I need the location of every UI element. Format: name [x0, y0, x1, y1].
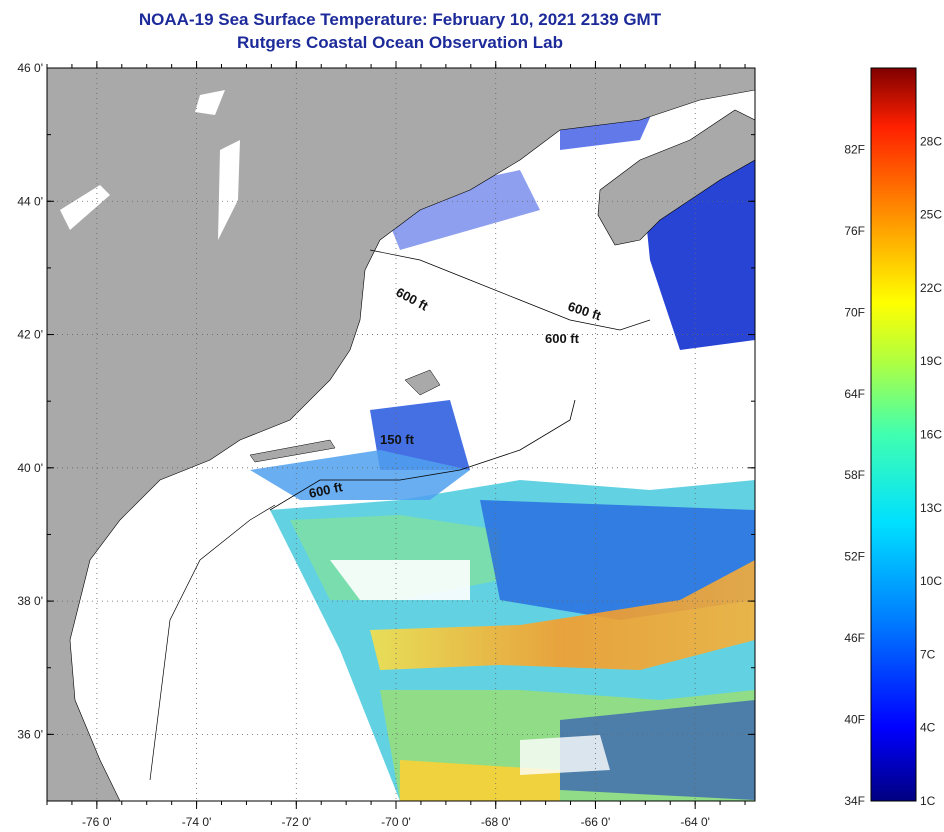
lake-ontario: [60, 185, 110, 230]
colorbar-f-label-2: 70F: [844, 305, 865, 319]
colorbar-c-label-7: 7C: [920, 647, 936, 661]
colorbar-c-label-0: 28C: [920, 134, 942, 148]
lake-north: [195, 90, 225, 115]
colorbar-c-label-9: 1C: [920, 794, 936, 808]
lat-tick-label-2: 42 0': [17, 328, 43, 342]
contour-label-4: 150 ft: [380, 432, 415, 447]
colorbar-celsius-labels: 28C 25C 22C 19C 16C 13C 10C 7C 4C 1C: [920, 134, 942, 808]
colorbar-c-label-5: 13C: [920, 501, 942, 515]
sst-georges-bank: [370, 400, 470, 470]
colorbar-f-label-1: 76F: [844, 224, 865, 238]
sst-patch-dark-southeast: [560, 700, 755, 800]
delaware-bay: [140, 530, 165, 575]
colorbar-c-label-6: 10C: [920, 574, 942, 588]
lon-tick-label-3: -70 0': [381, 815, 411, 829]
colorbar-c-label-3: 19C: [920, 354, 942, 368]
lon-tick-label-2: -72 0': [281, 815, 311, 829]
land-cape-cod: [404, 369, 441, 396]
lat-tick-label-5: 36 0': [17, 727, 43, 741]
lon-tick-label-6: -64 0': [680, 815, 710, 829]
lon-tick-label-4: -68 0': [481, 815, 511, 829]
lat-tick-label-4: 38 0': [17, 594, 43, 608]
lat-tick-label-3: 40 0': [17, 461, 43, 475]
lat-tick-label-1: 44 0': [17, 194, 43, 208]
colorbar-c-label-4: 16C: [920, 428, 942, 442]
map-subtitle: Rutgers Coastal Ocean Observation Lab: [237, 33, 563, 52]
latitude-axis: 46 0' 44 0' 42 0' 40 0' 38 0' 36 0': [17, 61, 755, 802]
colorbar-c-label-1: 25C: [920, 208, 942, 222]
sst-maine-coast: [380, 170, 540, 250]
colorbar: [870, 67, 917, 802]
contour-600ft-gulf: [369, 249, 651, 331]
land-us-mainland: [47, 68, 755, 801]
cloud-gap-1: [330, 560, 470, 600]
graticule-lines: [47, 68, 755, 801]
longitude-axis: -76 0' -74 0' -72 0' -70 0' -68 0' -66 0' -64 …: [46, 61, 746, 829]
sst-patch-blue-central: [480, 500, 755, 620]
contour-label-5: 600 ft: [308, 479, 345, 501]
colorbar-f-label-6: 46F: [844, 631, 865, 645]
land-nova-scotia: [597, 109, 755, 246]
map-title: NOAA-19 Sea Surface Temperature: Februar…: [138, 10, 662, 29]
map-content: 600 ft 600 ft 600 ft 150 ft 600 ft: [47, 68, 755, 801]
colorbar-f-label-8: 34F: [844, 794, 865, 808]
lake-champlain: [218, 140, 240, 240]
lon-tick-label-1: -74 0': [182, 815, 212, 829]
colorbar-c-label-2: 22C: [920, 281, 942, 295]
contour-label-3: 600 ft: [545, 331, 580, 346]
cloud-gap-2: [520, 735, 610, 775]
map-border: [46, 67, 756, 802]
chesapeake-bay: [90, 560, 120, 720]
contour-600ft-south: [269, 399, 576, 511]
sst-shelf-south-ne: [250, 450, 470, 500]
colorbar-c-label-8: 4C: [920, 721, 936, 735]
contour-shelf-west: [149, 504, 276, 781]
sst-warm-band: [370, 560, 755, 670]
lon-tick-label-0: -76 0': [82, 815, 112, 829]
lon-tick-label-5: -66 0': [581, 815, 611, 829]
colorbar-f-label-4: 58F: [844, 468, 865, 482]
colorbar-f-label-5: 52F: [844, 550, 865, 564]
land-long-island: [249, 439, 336, 463]
lat-tick-label-0: 46 0': [17, 61, 43, 75]
colorbar-f-label-7: 40F: [844, 713, 865, 727]
colorbar-f-label-0: 82F: [844, 142, 865, 156]
colorbar-fahrenheit-labels: 82F 76F 70F 64F 58F 52F 46F 40F 34F: [844, 142, 865, 808]
colorbar-f-label-3: 64F: [844, 387, 865, 401]
